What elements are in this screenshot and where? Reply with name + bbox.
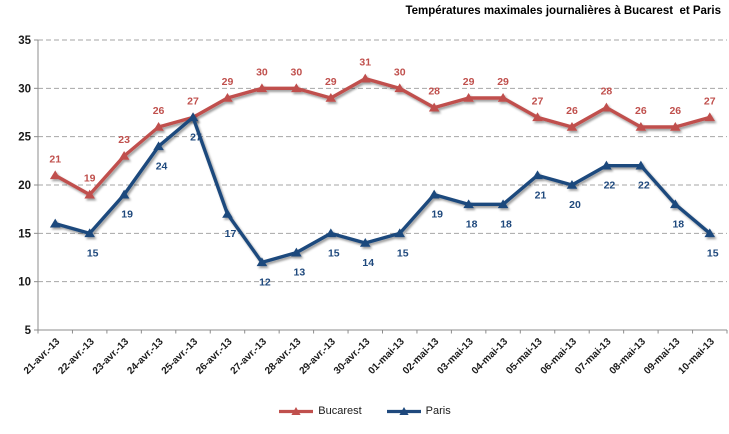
svg-text:03-mai-13: 03-mai-13 [435,336,476,377]
svg-text:30: 30 [291,66,303,78]
svg-text:23: 23 [118,134,130,146]
svg-text:21-avr.-13: 21-avr.-13 [22,336,63,377]
svg-text:20: 20 [18,180,31,192]
svg-text:06-mai-13: 06-mai-13 [539,336,580,377]
svg-text:24-avr.-13: 24-avr.-13 [125,336,166,377]
svg-text:18: 18 [672,218,684,230]
chart-title: Températures maximales journalières à Bu… [405,5,721,17]
legend-item-bucarest: Bucarest [278,405,362,417]
svg-text:13: 13 [294,267,306,279]
bucarest-series-marker-icon [279,407,314,415]
svg-text:27: 27 [187,95,199,107]
svg-text:26-avr.-13: 26-avr.-13 [194,336,235,377]
svg-text:29: 29 [497,76,509,88]
svg-text:19: 19 [121,209,133,221]
svg-text:15: 15 [397,247,409,259]
svg-text:26: 26 [635,105,647,117]
svg-text:22: 22 [604,180,616,192]
svg-text:15: 15 [18,228,31,240]
svg-text:28: 28 [428,86,440,98]
svg-text:22: 22 [638,180,650,192]
svg-text:10: 10 [18,277,31,289]
svg-text:17: 17 [225,228,237,240]
svg-text:18: 18 [466,218,478,230]
svg-text:02-mai-13: 02-mai-13 [401,336,442,377]
svg-text:19: 19 [84,173,96,185]
svg-text:27: 27 [190,131,202,143]
svg-text:5: 5 [25,325,32,337]
svg-text:29-avr.-13: 29-avr.-13 [298,336,339,377]
svg-text:30: 30 [18,83,31,95]
paris-series-marker-icon [386,407,421,415]
svg-text:10-mai-13: 10-mai-13 [676,336,717,377]
svg-text:05-mai-13: 05-mai-13 [504,336,545,377]
svg-text:19: 19 [431,209,443,221]
chart-legend: Bucarest Paris [0,399,729,423]
svg-text:09-mai-13: 09-mai-13 [642,336,683,377]
svg-text:25-avr.-13: 25-avr.-13 [160,336,201,377]
svg-text:29: 29 [463,76,475,88]
svg-text:21: 21 [535,189,547,201]
svg-text:08-mai-13: 08-mai-13 [608,336,649,377]
svg-text:24: 24 [156,160,168,172]
svg-text:30: 30 [394,66,406,78]
svg-text:26: 26 [669,105,681,117]
svg-text:27: 27 [532,95,544,107]
svg-text:22-avr.-13: 22-avr.-13 [56,336,97,377]
svg-text:28-avr.-13: 28-avr.-13 [263,336,304,377]
svg-text:25: 25 [18,132,31,144]
svg-text:18: 18 [500,218,512,230]
svg-text:04-mai-13: 04-mai-13 [470,336,511,377]
legend-label-paris: Paris [425,405,451,417]
svg-text:12: 12 [259,276,271,288]
svg-text:15: 15 [707,247,719,259]
svg-text:21: 21 [49,153,61,165]
svg-text:27: 27 [704,95,716,107]
svg-text:29: 29 [325,76,337,88]
svg-text:31: 31 [359,57,371,69]
svg-text:30-avr.-13: 30-avr.-13 [332,336,373,377]
svg-text:30: 30 [256,66,268,78]
svg-text:15: 15 [328,247,340,259]
svg-text:35: 35 [18,35,31,47]
svg-text:14: 14 [362,257,374,269]
svg-text:26: 26 [153,105,165,117]
svg-text:23-avr.-13: 23-avr.-13 [91,336,132,377]
svg-text:07-mai-13: 07-mai-13 [573,336,614,377]
svg-text:27-avr.-13: 27-avr.-13 [229,336,270,377]
svg-text:01-mai-13: 01-mai-13 [366,336,407,377]
legend-item-paris: Paris [386,405,451,417]
legend-label-bucarest: Bucarest [318,405,362,417]
svg-text:29: 29 [222,76,234,88]
svg-text:28: 28 [601,86,613,98]
svg-text:26: 26 [566,105,578,117]
svg-text:20: 20 [569,199,581,211]
svg-text:15: 15 [87,247,99,259]
